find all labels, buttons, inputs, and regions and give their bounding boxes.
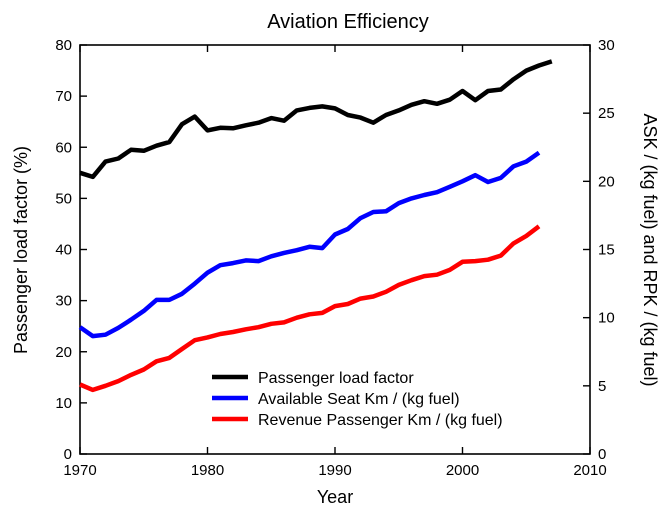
y-right-tick-label: 15 <box>598 242 615 259</box>
y-left-tick-label: 20 <box>55 344 72 361</box>
y-right-tick-label: 10 <box>598 310 615 327</box>
x-tick-label: 2000 <box>446 462 479 479</box>
y-right-axis-title: ASK / (kg fuel) and RPK / (kg fuel) <box>640 113 660 386</box>
x-tick-label: 2010 <box>573 462 606 479</box>
y-right-axis-ticks: 0 5 10 15 20 25 30 <box>583 37 615 463</box>
legend-label-0: Passenger load factor <box>258 370 414 387</box>
x-axis-ticks: 1970 1980 1990 2000 2010 <box>63 45 607 479</box>
y-left-axis-title: Passenger load factor (%) <box>11 146 31 354</box>
legend: Passenger load factor Available Seat Km /… <box>212 370 503 429</box>
y-left-tick-label: 0 <box>64 446 72 463</box>
y-left-tick-label: 30 <box>55 293 72 310</box>
series-line-1 <box>78 150 541 339</box>
legend-label-1: Available Seat Km / (kg fuel) <box>258 391 460 408</box>
y-left-tick-label: 50 <box>55 190 72 207</box>
series-layer <box>78 59 553 393</box>
series-line-2 <box>79 224 541 393</box>
x-tick-label: 1970 <box>63 462 96 479</box>
y-left-tick-label: 80 <box>55 37 72 54</box>
y-right-tick-label: 30 <box>598 37 615 54</box>
x-tick-label: 1980 <box>191 462 224 479</box>
y-left-axis-ticks: 0 10 20 30 40 50 60 70 80 <box>55 37 87 463</box>
series-line-0 <box>79 59 553 180</box>
y-right-tick-label: 0 <box>598 446 606 463</box>
legend-label-2: Revenue Passenger Km / (kg fuel) <box>258 412 503 429</box>
x-axis-title: Year <box>317 487 353 507</box>
y-left-tick-label: 10 <box>55 395 72 412</box>
y-left-tick-label: 40 <box>55 242 72 259</box>
y-right-tick-label: 25 <box>598 105 615 122</box>
x-tick-label: 1990 <box>318 462 351 479</box>
y-left-tick-label: 60 <box>55 139 72 156</box>
y-right-tick-label: 5 <box>598 378 606 395</box>
chart-title: Aviation Efficiency <box>267 11 429 33</box>
y-left-tick-label: 70 <box>55 88 72 105</box>
y-right-tick-label: 20 <box>598 173 615 190</box>
